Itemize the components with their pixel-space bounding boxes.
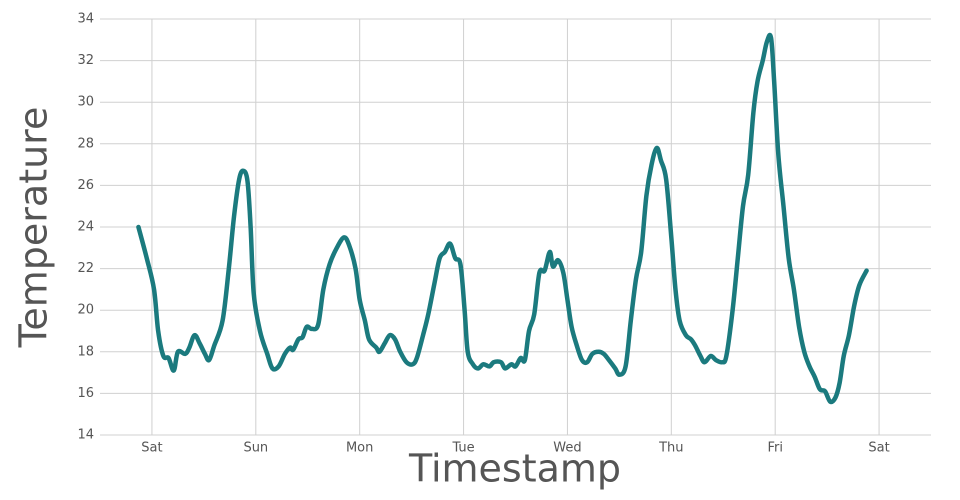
- x-tick-label: Sat: [141, 441, 162, 456]
- y-tick-label: 22: [77, 261, 94, 276]
- y-tick-label: 20: [77, 303, 94, 318]
- y-tick-label: 24: [77, 220, 94, 235]
- y-tick-label: 30: [77, 95, 94, 110]
- x-tick-label: Sun: [243, 441, 268, 456]
- y-tick-label: 26: [77, 178, 94, 193]
- x-tick-label: Mon: [346, 441, 373, 456]
- x-tick-label: Sat: [868, 441, 889, 456]
- y-axis-title: Temperature: [12, 107, 56, 349]
- y-tick-label: 34: [77, 12, 94, 27]
- y-tick-label: 14: [77, 428, 94, 443]
- x-tick-label: Thu: [658, 441, 683, 456]
- x-tick-label: Wed: [553, 441, 581, 456]
- y-tick-label: 28: [77, 136, 94, 151]
- temperature-line: [136, 32, 869, 405]
- x-tick-label: Tue: [451, 441, 474, 456]
- y-tick-label: 18: [77, 344, 94, 359]
- y-tick-label: 16: [77, 386, 94, 401]
- x-tick-label: Fri: [767, 441, 783, 456]
- x-axis-title: Timestamp: [408, 447, 621, 491]
- y-tick-label: 32: [77, 53, 94, 68]
